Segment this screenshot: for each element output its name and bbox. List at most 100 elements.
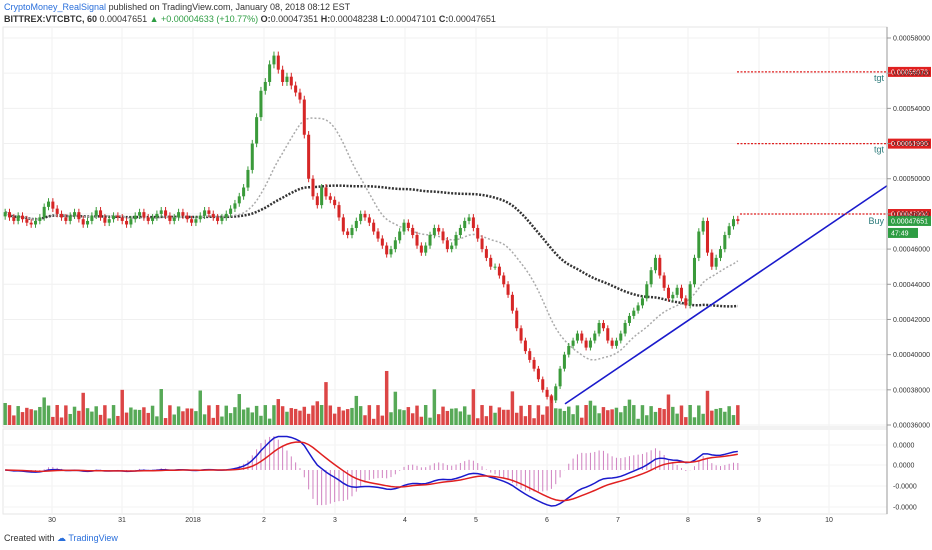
tradingview-brand[interactable]: TradingView — [68, 533, 118, 543]
candle-body — [632, 310, 636, 316]
candle-body — [272, 55, 276, 65]
volume-bar — [7, 405, 12, 425]
level-price-label: 0.00047994 — [891, 212, 928, 219]
volume-bar — [285, 411, 289, 425]
candle-body — [523, 340, 527, 352]
volume-bar — [94, 406, 98, 425]
candle-body — [476, 227, 480, 239]
volume-bar — [606, 410, 610, 425]
volume-bar — [302, 406, 307, 425]
candle-body — [263, 81, 267, 91]
candle-body — [506, 284, 510, 295]
candle-body — [12, 217, 16, 221]
candle-body — [454, 235, 458, 246]
candle-body — [68, 215, 72, 221]
candle-body — [419, 245, 423, 253]
candle-body — [99, 210, 103, 218]
volume-bar — [653, 411, 658, 425]
volume-bar — [55, 405, 59, 425]
high-label: H: — [320, 14, 331, 24]
candle-body — [229, 208, 233, 214]
candle-body — [38, 217, 42, 221]
candle-body — [190, 219, 194, 223]
candle-body — [116, 215, 120, 218]
volume-bar — [42, 397, 46, 425]
volume-bar — [59, 417, 64, 425]
volume-bar — [85, 408, 90, 425]
macd-indicator — [5, 435, 739, 507]
volume-bar — [259, 415, 263, 425]
candle-body — [33, 220, 38, 225]
volume-bar — [354, 395, 359, 425]
volume-bar — [280, 406, 285, 425]
candle-body — [671, 294, 675, 299]
low-value: 0.00047101 — [388, 14, 437, 24]
candle-body — [172, 217, 176, 221]
price-axis: 0.00058000 0.00056000 0.00054000 0.00052000… — [886, 27, 930, 514]
volume-bar — [176, 406, 181, 425]
volume-bar — [684, 417, 688, 425]
candle-body — [519, 328, 523, 341]
candle-body — [246, 169, 250, 188]
volume-bar — [406, 407, 411, 425]
price-tick-label: 0.00038000 — [893, 387, 930, 394]
candle-body — [211, 213, 215, 218]
price-tick-label: 0.00054000 — [893, 106, 930, 113]
volume-bar — [133, 409, 137, 425]
candle-body — [554, 386, 558, 401]
candle-body — [133, 215, 137, 220]
volume-bar — [554, 408, 558, 425]
candle-body — [484, 249, 488, 258]
volume-bar — [263, 405, 268, 425]
candle-body — [216, 217, 220, 221]
volume-bar — [150, 405, 155, 425]
candle-body — [424, 245, 428, 253]
candle-body — [658, 257, 662, 276]
volume-bar — [185, 408, 189, 425]
candle-body — [194, 219, 198, 223]
price-tick-label: 0.00052000 — [893, 141, 930, 148]
volume-bar — [458, 411, 463, 425]
candle-body — [315, 196, 319, 206]
candle-body — [259, 90, 263, 118]
macd-tick-label: -0.0000 — [893, 484, 917, 491]
volume-bar — [610, 409, 614, 425]
volume-bar — [29, 409, 33, 425]
volume-bar — [588, 400, 593, 425]
candle-body — [636, 305, 640, 311]
candle-body — [125, 220, 129, 225]
candle-body — [320, 187, 324, 206]
volume-bar — [480, 405, 484, 425]
macd-tick-label: -0.0000 — [893, 505, 917, 512]
volume-bar — [237, 394, 242, 425]
countdown-label: 47:49 — [891, 230, 909, 237]
candle-body — [86, 220, 90, 225]
volume-bar — [81, 392, 85, 425]
candle-body — [515, 310, 519, 329]
candle-body — [558, 368, 562, 387]
volume-bar — [254, 405, 259, 425]
volume-bar — [393, 391, 398, 425]
candle-body — [90, 215, 94, 221]
candle-body — [684, 298, 688, 306]
volume-bar — [124, 412, 129, 425]
candle-body — [406, 222, 410, 228]
volume-bar — [341, 410, 346, 425]
volume-bar — [632, 405, 636, 425]
author-link[interactable]: CryptoMoney_RealSignal — [4, 2, 107, 12]
price-tick-label: 0.00042000 — [893, 317, 930, 324]
volume-bar — [627, 399, 632, 425]
candle-body — [493, 266, 497, 268]
volume-bar — [298, 410, 302, 425]
candle-body — [575, 333, 579, 341]
ma-short-line — [4, 117, 739, 361]
volume-bar — [580, 417, 584, 425]
volume-bar — [389, 412, 393, 425]
time-tick-label: 2018 — [185, 517, 201, 524]
volume-bar — [181, 411, 185, 425]
candle-body — [328, 196, 332, 200]
candle-body — [415, 235, 419, 246]
volume-bar — [705, 390, 710, 425]
open-value: 0.00047351 — [270, 14, 319, 24]
